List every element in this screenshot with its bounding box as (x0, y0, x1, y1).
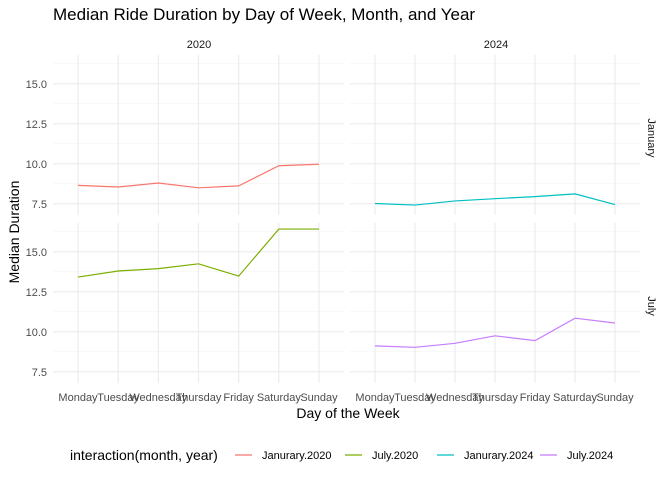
x-tick-label-wednesday: Wednesday (426, 392, 484, 404)
panel-january-2020: 7.5 10.0 12.5 15.0 (26, 55, 344, 215)
y-tick-label: 15.0 (26, 79, 47, 91)
x-axis-title: Day of the Week (296, 405, 400, 421)
series-line-janurary-2020 (77, 163, 320, 189)
legend-item-janurary-2020: Janurary.2020 (235, 450, 332, 462)
x-tick-label-friday: Friday (223, 392, 254, 404)
gridlines (53, 55, 344, 215)
gridlines (350, 223, 640, 383)
y-tick-label: 15.0 (26, 247, 47, 259)
legend-title: interaction(month, year) (70, 447, 218, 463)
y-tick-label: 10.0 (26, 327, 47, 339)
legend-label: Janurary.2024 (464, 450, 534, 462)
series-line-july-2020 (77, 228, 319, 278)
legend-item-july-2024: July.2024 (540, 450, 613, 462)
y-tick-label: 10.0 (26, 159, 47, 171)
y-axis-title: Median Duration (6, 181, 22, 284)
series-line-july-2024 (374, 317, 616, 348)
x-tick-label-monday: Monday (58, 392, 98, 404)
facet-strip-january: January (645, 118, 657, 158)
panel-january-2024 (350, 55, 640, 215)
facet-panels: 7.5 10.0 12.5 15.0 7.5 10.0 12.5 15.0 (26, 55, 640, 383)
y-tick-label: 12.5 (26, 287, 47, 299)
series-line-janurary-2024 (374, 193, 616, 206)
panel-july-2020: 7.5 10.0 12.5 15.0 (26, 223, 344, 383)
x-tick-label-sunday: Sunday (300, 392, 338, 404)
x-tick-label-friday: Friday (520, 392, 551, 404)
facet-strip-2024: 2024 (484, 39, 508, 51)
gridlines (53, 223, 344, 383)
chart-title: Median Ride Duration by Day of Week, Mon… (53, 5, 475, 24)
x-tick-label-monday: Monday (355, 392, 395, 404)
legend-label: July.2020 (372, 450, 418, 462)
legend-item-july-2020: July.2020 (345, 450, 418, 462)
legend-item-janurary-2024: Janurary.2024 (437, 450, 534, 462)
y-tick-label: 12.5 (26, 119, 47, 131)
y-tick-label: 7.5 (32, 367, 47, 379)
legend-label: July.2024 (567, 450, 613, 462)
x-tick-label-wednesday: Wednesday (129, 392, 187, 404)
x-tick-label-tuesday: Tuesday (97, 392, 139, 404)
x-tick-label-saturday: Saturday (553, 392, 598, 404)
legend: interaction(month, year) Janurary.2020 Ju… (70, 447, 613, 463)
x-tick-label-tuesday: Tuesday (394, 392, 436, 404)
legend-label: Janurary.2020 (262, 450, 332, 462)
gridlines (350, 55, 640, 215)
facet-strip-july: July (645, 296, 657, 316)
x-tick-label-thursday: Thursday (472, 392, 518, 404)
x-tick-label-thursday: Thursday (176, 392, 222, 404)
panel-july-2024 (350, 223, 640, 383)
x-tick-label-saturday: Saturday (257, 392, 302, 404)
y-tick-label: 7.5 (32, 199, 47, 211)
x-tick-label-sunday: Sunday (596, 392, 634, 404)
facet-strip-2020: 2020 (187, 39, 211, 51)
